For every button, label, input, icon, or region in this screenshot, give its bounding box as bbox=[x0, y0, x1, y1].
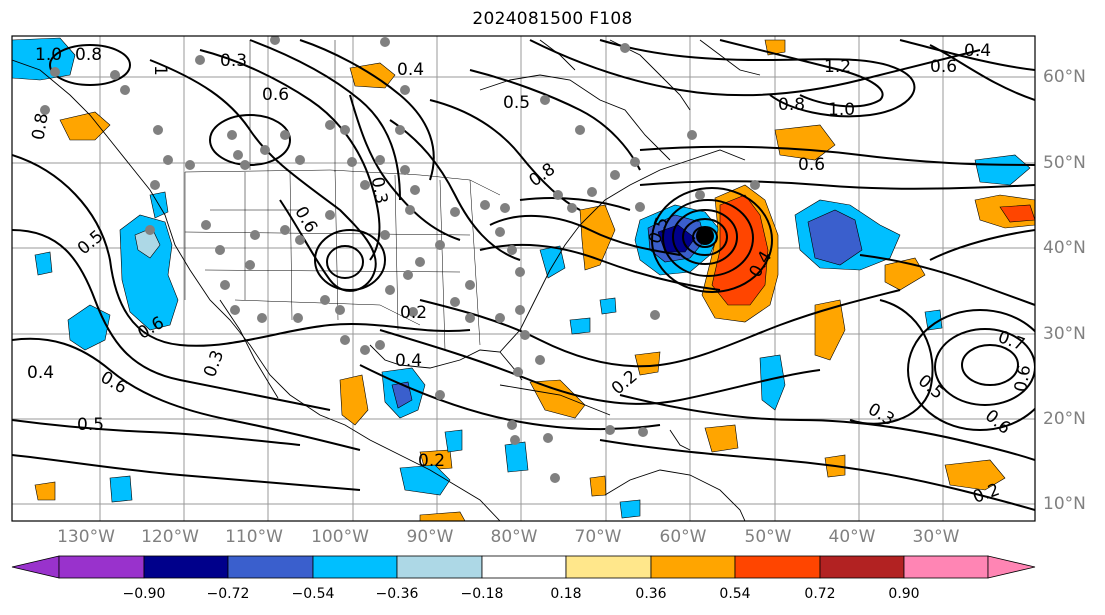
lat-label: 60°N bbox=[1043, 67, 1086, 87]
storm-center-marker bbox=[696, 227, 714, 245]
lon-label: 120°W bbox=[141, 527, 199, 547]
colorbar-tick: −0.54 bbox=[291, 586, 335, 602]
lon-label: 110°W bbox=[225, 527, 283, 547]
lat-label: 20°N bbox=[1043, 409, 1086, 429]
contour-label: 0.6 bbox=[290, 203, 321, 236]
contour-label: 0.3 bbox=[200, 348, 228, 380]
contour-label: 0.2 bbox=[418, 451, 445, 471]
lat-label: 50°N bbox=[1043, 153, 1086, 173]
colorbar-tick: 0.36 bbox=[635, 586, 667, 602]
colorbar-tick: −0.36 bbox=[375, 586, 419, 602]
contour-label: 0.3 bbox=[367, 175, 391, 205]
colorbar-tick: 0.18 bbox=[550, 586, 582, 602]
contour-value-labels: 1.0 0.8 0.3 1 0.4 0.6 0.5 1.2 0.8 1.0 0.… bbox=[27, 41, 1035, 508]
contour-label: 0.4 bbox=[395, 351, 422, 371]
contour-label: 0.3 bbox=[220, 51, 247, 71]
contour-label: 0.3 bbox=[864, 399, 897, 430]
contour-label: 0.5 bbox=[74, 226, 108, 259]
lon-label: 60°W bbox=[659, 527, 707, 547]
map-frame bbox=[11, 35, 1036, 522]
contour-label: 1.2 bbox=[824, 57, 851, 77]
contour-label: 1 bbox=[150, 65, 170, 76]
contour-label: 0.6 bbox=[981, 406, 1015, 439]
contour-label: 0.4 bbox=[964, 41, 991, 61]
map-title: 2024081500 F108 bbox=[472, 9, 633, 29]
contour-label: 0.2 bbox=[400, 303, 427, 323]
lat-label: 10°N bbox=[1043, 494, 1086, 514]
contour-label: 0.6 bbox=[97, 367, 130, 398]
lon-label: 130°W bbox=[57, 527, 115, 547]
contour-label: 0.8 bbox=[75, 45, 102, 65]
contour-label: 0.6 bbox=[1011, 364, 1035, 394]
colorbar-tick: 0.54 bbox=[719, 586, 751, 602]
contour-label: 0.4 bbox=[397, 60, 424, 80]
lon-label: 50°W bbox=[744, 527, 792, 547]
colorbar-tick: −0.90 bbox=[122, 586, 166, 602]
contour-label: 0.8 bbox=[525, 159, 559, 191]
contour-lines bbox=[12, 39, 1035, 511]
colorbar-tick: −0.72 bbox=[206, 586, 250, 602]
lon-label: 40°W bbox=[828, 527, 876, 547]
contour-label: 0.5 bbox=[77, 415, 104, 435]
lon-label: 90°W bbox=[406, 527, 454, 547]
lon-label: 70°W bbox=[574, 527, 622, 547]
contour-label: 1.0 bbox=[35, 45, 62, 65]
colorbar bbox=[11, 555, 1036, 579]
contour-label: 1.0 bbox=[828, 100, 855, 120]
contour-label: 0.8 bbox=[28, 111, 52, 141]
colorbar-tick: −0.18 bbox=[460, 586, 504, 602]
contour-label: 0.6 bbox=[262, 85, 289, 105]
contour-label: 0.6 bbox=[930, 57, 957, 77]
political-borders bbox=[184, 40, 501, 351]
colorbar-over-triangle bbox=[987, 555, 1036, 579]
lat-label: 30°N bbox=[1043, 324, 1086, 344]
contour-label: 0.5 bbox=[914, 371, 948, 404]
observation-dots bbox=[40, 36, 760, 483]
lon-label: 100°W bbox=[311, 527, 369, 547]
contour-label: 0.2 bbox=[608, 366, 642, 399]
coastlines bbox=[12, 39, 761, 521]
contour-label: 0.5 bbox=[503, 93, 530, 113]
lat-label: 40°N bbox=[1043, 238, 1086, 258]
contour-label: 0.8 bbox=[778, 95, 805, 115]
contour-label: 0.6 bbox=[798, 155, 825, 175]
colorbar-tick: 0.72 bbox=[804, 586, 836, 602]
colorbar-under-triangle bbox=[11, 555, 60, 579]
colorbar-tick: 0.90 bbox=[888, 586, 920, 602]
contour-label: 0.7 bbox=[995, 327, 1027, 355]
contour-label: 0.4 bbox=[27, 363, 54, 383]
lon-label: 80°W bbox=[490, 527, 538, 547]
lon-label: 30°W bbox=[912, 527, 960, 547]
